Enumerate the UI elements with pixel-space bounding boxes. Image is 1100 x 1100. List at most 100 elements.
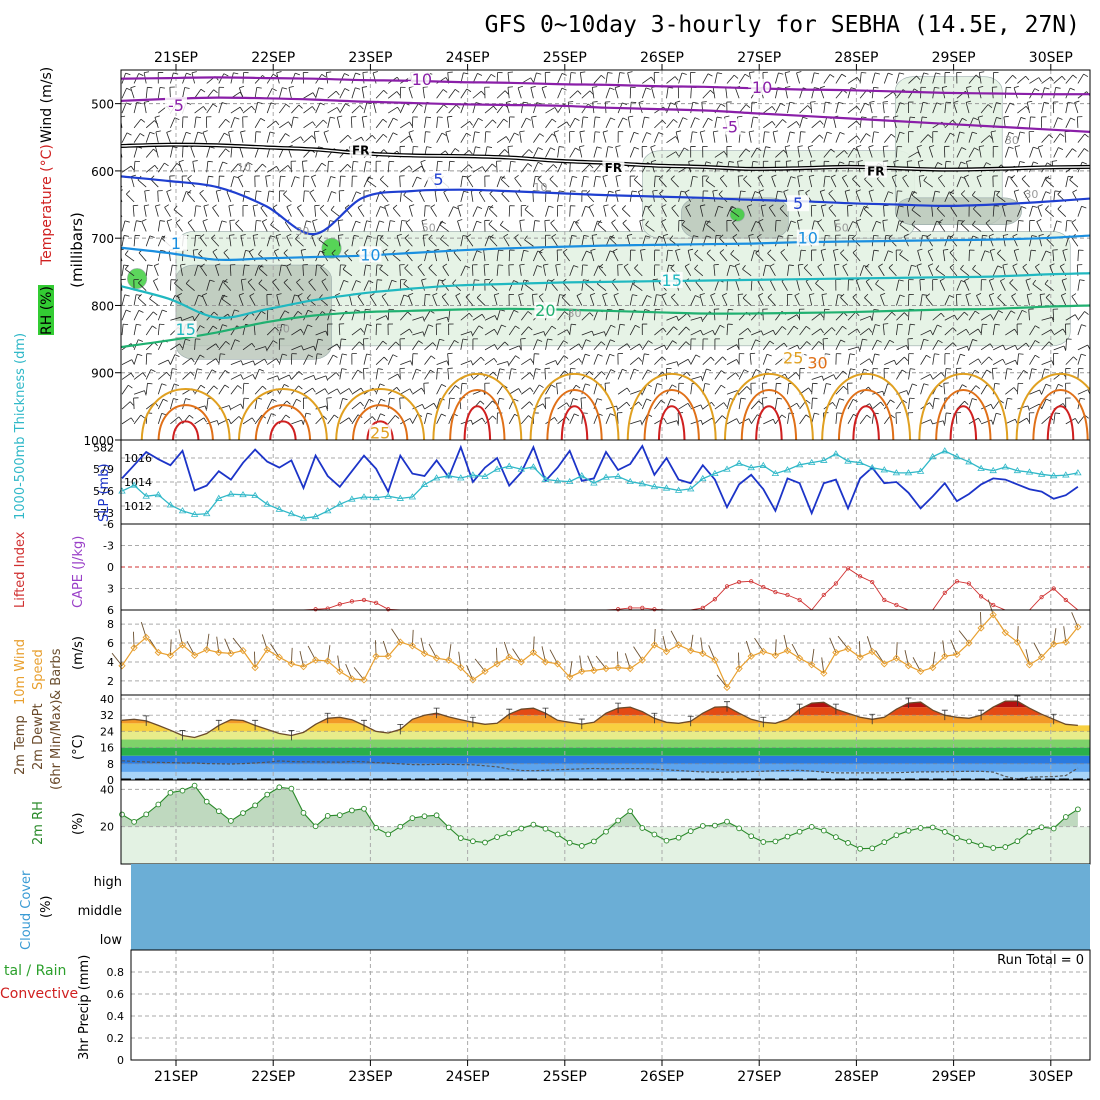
wind-barb-flag (845, 189, 851, 192)
wind-barb (1041, 134, 1050, 143)
wind-barb (311, 176, 316, 188)
wind-barb (787, 121, 797, 129)
wind-barb (307, 297, 316, 306)
ylabel-cape: CAPE (J/kg) (71, 536, 86, 608)
li-point (349, 599, 354, 604)
thickness-point (142, 492, 150, 499)
wind-barb (690, 316, 702, 321)
wind-barb (908, 88, 915, 99)
wind-barb-flag (1011, 293, 1016, 297)
wind-barb (932, 72, 936, 84)
wind-barb-flag (644, 116, 650, 119)
wind-barb (550, 222, 558, 232)
wind-barb (121, 417, 132, 425)
wind-barb-flag (935, 265, 940, 270)
wind-barb (820, 205, 825, 217)
wind-barb-flag (154, 115, 160, 118)
wind-barb-flag (276, 71, 282, 74)
ylabel-rh2m: 2m RH (31, 801, 46, 845)
wind-barb (991, 368, 994, 380)
wind-barb-flag (997, 265, 1003, 269)
wind-barb-flag (819, 134, 824, 139)
wind-barb (980, 250, 986, 262)
wind-barb (666, 136, 676, 143)
wind-barb (678, 117, 684, 129)
wind-barb (569, 235, 573, 247)
wind-barb (423, 383, 425, 395)
temp-tick-label: 16 (100, 742, 114, 755)
wind-barb (666, 326, 674, 336)
wind-barb-flag (144, 189, 150, 192)
wind-barb (678, 147, 685, 158)
wind-barb (121, 150, 123, 158)
wind-barb-flag (1083, 73, 1089, 77)
wind-barb-flag (658, 132, 664, 135)
wind-barb-flag (912, 383, 918, 387)
wind-barb-flag (616, 405, 619, 411)
date-label-bottom: 26SEP (640, 1069, 684, 1085)
wind-barb (218, 73, 225, 84)
wind-barb-flag (1031, 368, 1037, 371)
wind-barb-flag (442, 89, 448, 93)
wind-barb-flag (699, 293, 705, 296)
isotherm-line (121, 175, 1090, 236)
wind-barb-flag (1035, 263, 1040, 268)
rh2m-point (276, 784, 283, 791)
wind-barb (399, 294, 405, 306)
wind-barb (671, 207, 679, 217)
wind-barb-flag (592, 234, 598, 236)
wind-barb-flag (722, 356, 727, 361)
wind-barb-flag (144, 204, 150, 207)
wind-barb (375, 368, 379, 380)
wind-barb-flag (466, 132, 471, 137)
wind-barb-flag (159, 86, 165, 89)
wind-barb-flag (797, 160, 804, 162)
wind-barb-flag (353, 235, 359, 237)
temp-minmax-bar (143, 715, 150, 726)
wind-barb-flag (1002, 263, 1008, 266)
wind-barb-flag (644, 309, 650, 311)
wind-barb (1036, 221, 1042, 232)
wind-barb (357, 296, 365, 306)
wind-barb (705, 180, 716, 188)
date-label-top: 24SEP (446, 50, 490, 66)
wind-barb-flag (1000, 278, 1006, 282)
wind-barb (133, 235, 136, 247)
wind-barb (533, 265, 538, 276)
wind-barb (472, 325, 480, 336)
wind-barb-flag (536, 102, 542, 105)
wind-barb-flag (462, 235, 468, 237)
wind-barb (1053, 133, 1061, 143)
wind-barb (266, 88, 273, 99)
wind-barb-flag (710, 293, 716, 296)
temp-tick-label: 8 (107, 758, 114, 771)
wind-barb-flag (559, 294, 565, 296)
wind-barb (920, 339, 925, 350)
wind-barb (714, 402, 725, 410)
wind-barb (521, 372, 531, 380)
wind-barb-flag (534, 220, 540, 222)
wind-barb-flag (575, 147, 580, 151)
wind-barb-flag (197, 264, 203, 268)
wind-barb-flag (971, 220, 976, 226)
wind-barb (194, 116, 197, 128)
wind-barb-flag (530, 77, 534, 83)
contour-label: 5 (433, 170, 443, 189)
wind-barb (396, 235, 401, 247)
wind-barb-flag (828, 204, 834, 209)
wind-barb-flag (355, 87, 361, 90)
li-tick-label: 3 (107, 583, 114, 596)
wind-barb-flag (789, 101, 795, 104)
wind-barb (1061, 280, 1067, 291)
wind-barb (424, 402, 435, 410)
wind-barb (811, 120, 821, 129)
wind-barb-flag (940, 312, 945, 318)
wind-barb-flag (357, 369, 363, 374)
wind-barb (387, 161, 390, 173)
wind-barb (593, 341, 602, 351)
wind-barb (218, 341, 227, 351)
wind-barb (508, 132, 515, 143)
wind-barb-flag (124, 294, 130, 297)
wind-barb (488, 223, 498, 232)
wind-speed-point (215, 648, 223, 657)
